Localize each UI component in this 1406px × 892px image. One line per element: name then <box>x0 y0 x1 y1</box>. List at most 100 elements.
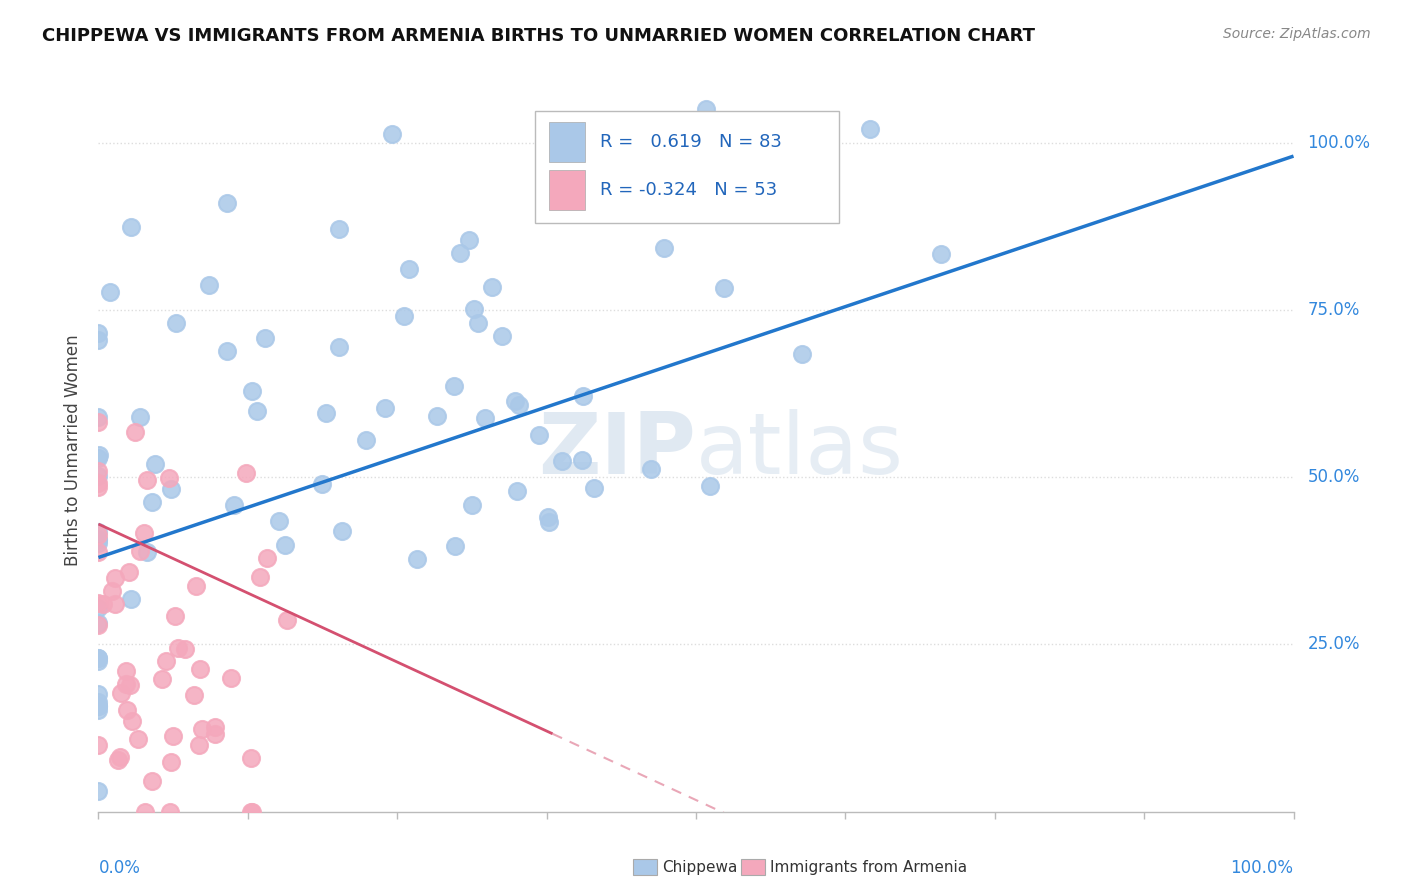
Point <box>120 219 142 234</box>
Point <box>458 234 481 248</box>
Point <box>217 196 239 211</box>
Point <box>249 570 271 584</box>
Point <box>91 597 114 611</box>
Point <box>87 784 110 798</box>
Bar <box>548 170 585 211</box>
Point <box>197 277 219 292</box>
Point <box>695 102 717 116</box>
Point <box>426 409 449 423</box>
Point <box>166 640 188 655</box>
Point <box>406 552 429 566</box>
Point <box>118 565 141 579</box>
Point <box>141 773 163 788</box>
Point <box>253 331 276 345</box>
Point <box>87 618 110 632</box>
Point <box>183 688 205 702</box>
Text: Immigrants from Armenia: Immigrants from Armenia <box>770 860 967 874</box>
Point <box>87 415 110 429</box>
Point <box>222 498 245 512</box>
Point <box>103 597 125 611</box>
Point <box>188 738 211 752</box>
Point <box>443 539 465 553</box>
Point <box>392 310 415 324</box>
Point <box>239 805 262 819</box>
Point <box>132 526 155 541</box>
Point <box>141 494 163 508</box>
Point <box>87 464 110 478</box>
Point <box>129 544 152 558</box>
Text: 50.0%: 50.0% <box>1308 468 1360 486</box>
Point <box>129 410 152 425</box>
Point <box>443 378 465 392</box>
Point <box>328 340 350 354</box>
Point <box>124 425 146 439</box>
Point <box>536 509 558 524</box>
Y-axis label: Births to Unmarried Women: Births to Unmarried Women <box>65 334 83 566</box>
Point <box>240 750 263 764</box>
Text: Source: ZipAtlas.com: Source: ZipAtlas.com <box>1223 27 1371 41</box>
Point <box>572 389 595 403</box>
Text: 75.0%: 75.0% <box>1308 301 1360 319</box>
Point <box>204 720 226 734</box>
Point <box>474 410 496 425</box>
Point <box>605 113 627 128</box>
Point <box>87 536 110 550</box>
Text: atlas: atlas <box>696 409 904 492</box>
Point <box>87 650 110 665</box>
Point <box>790 346 813 360</box>
Point <box>554 114 576 128</box>
Point <box>159 805 181 819</box>
Point <box>87 687 110 701</box>
Point <box>118 678 141 692</box>
Point <box>157 471 180 485</box>
Point <box>557 200 579 214</box>
Point <box>256 551 278 566</box>
Point <box>120 592 142 607</box>
Point <box>274 538 297 552</box>
Point <box>87 525 110 540</box>
Point <box>332 524 354 538</box>
Point <box>87 480 110 494</box>
Point <box>713 281 735 295</box>
Point <box>551 454 574 468</box>
Point <box>87 450 110 465</box>
Point <box>87 545 110 559</box>
Point <box>571 452 593 467</box>
Point <box>121 714 143 729</box>
Point <box>155 654 177 668</box>
Point <box>110 686 132 700</box>
Point <box>87 597 110 611</box>
Text: R = -0.324   N = 53: R = -0.324 N = 53 <box>600 181 778 199</box>
Point <box>107 753 129 767</box>
Point <box>191 722 214 736</box>
Point <box>114 677 136 691</box>
Point <box>101 584 124 599</box>
Text: 100.0%: 100.0% <box>1230 859 1294 877</box>
Bar <box>548 122 585 161</box>
Point <box>87 698 110 713</box>
Point <box>269 514 291 528</box>
Point <box>508 398 530 412</box>
Point <box>235 466 257 480</box>
Text: 100.0%: 100.0% <box>1308 134 1371 152</box>
Point <box>87 695 110 709</box>
Point <box>527 428 550 442</box>
Text: ZIP: ZIP <box>538 409 696 492</box>
Point <box>219 671 242 685</box>
Point <box>503 393 526 408</box>
Point <box>561 149 583 163</box>
Point <box>311 477 333 491</box>
Point <box>87 738 110 752</box>
Point <box>374 401 396 416</box>
Point <box>174 641 197 656</box>
Point <box>87 333 110 347</box>
Point <box>160 756 183 770</box>
Point <box>328 222 350 236</box>
Point <box>150 672 173 686</box>
Point <box>354 433 377 447</box>
Point <box>652 241 675 255</box>
Point <box>87 527 110 541</box>
Point <box>87 532 110 546</box>
Point <box>240 805 263 819</box>
Point <box>929 246 952 260</box>
